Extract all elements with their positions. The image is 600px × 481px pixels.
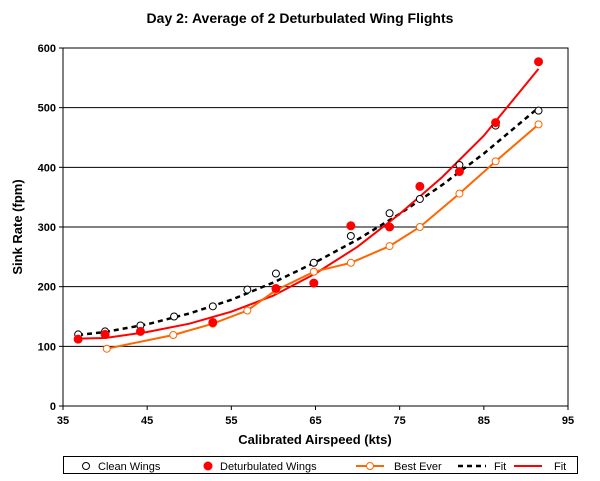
legend-label: Fit <box>494 461 506 473</box>
x-axis-title: Calibrated Airspeed (kts) <box>238 432 391 447</box>
legend-label: Deturbulated Wings <box>220 461 317 473</box>
legend-item-clean-wings-0: Clean Wings <box>82 461 161 473</box>
legend-marker <box>82 462 90 470</box>
axis-ticks: 0 100 200 300 400 500 600 35 45 55 65 75 85 95 <box>38 43 574 427</box>
legend-item-fit-3: Fit <box>458 461 506 473</box>
data-point <box>208 302 217 311</box>
data-point <box>491 118 501 128</box>
x-tick-label: 75 <box>394 415 406 427</box>
y-tick-label: 600 <box>38 43 56 55</box>
data-point <box>309 278 319 288</box>
y-tick-label: 300 <box>38 222 56 234</box>
data-point <box>491 157 500 166</box>
data-point <box>346 221 356 231</box>
data-point <box>100 329 110 339</box>
series-line <box>77 106 540 337</box>
data-point <box>169 330 178 339</box>
data-point <box>415 194 424 203</box>
legend-label: Best Ever <box>394 461 442 473</box>
data-point <box>135 326 145 336</box>
data-point <box>73 334 83 344</box>
legend-item-best-ever-2: Best Ever <box>356 461 442 473</box>
series-fit-4 <box>78 68 540 340</box>
data-point <box>271 269 280 278</box>
legend-marker <box>203 461 213 471</box>
legend-marker <box>366 462 374 470</box>
series-fit-3 <box>77 106 540 337</box>
x-tick-label: 45 <box>141 415 153 427</box>
series-deturbulated-wings-1 <box>73 57 544 344</box>
legend-label: Clean Wings <box>98 461 161 473</box>
data-point <box>385 209 394 218</box>
data-series <box>73 57 544 353</box>
series-clean-wings-0 <box>74 106 543 339</box>
series-line <box>106 123 540 350</box>
data-point <box>346 231 355 240</box>
y-tick-label: 400 <box>38 162 56 174</box>
data-point <box>385 242 394 251</box>
chart-title: Day 2: Average of 2 Deturbulated Wing Fl… <box>146 10 454 26</box>
legend-label: Fit <box>554 461 566 473</box>
x-tick-label: 85 <box>478 415 490 427</box>
x-tick-label: 95 <box>562 415 574 427</box>
y-tick-label: 0 <box>50 401 56 413</box>
y-tick-label: 100 <box>38 341 56 353</box>
data-point <box>243 285 252 294</box>
legend: Clean Wings Deturbulated Wings Best Ever Fi… <box>63 456 578 474</box>
y-tick-label: 500 <box>38 103 56 115</box>
data-point <box>415 181 425 191</box>
series-line <box>78 68 540 340</box>
x-tick-label: 65 <box>309 415 321 427</box>
x-tick-label: 55 <box>225 415 237 427</box>
data-point <box>454 167 464 177</box>
data-point <box>271 283 281 293</box>
data-point <box>309 267 318 276</box>
data-point <box>534 106 543 115</box>
gridlines <box>63 107 568 347</box>
data-point <box>102 344 111 353</box>
data-point <box>385 222 395 232</box>
legend-item-fit-4: Fit <box>514 461 566 473</box>
data-point <box>208 317 218 327</box>
y-axis-title: Sink Rate (fpm) <box>10 179 25 274</box>
legend-items: Clean Wings Deturbulated Wings Best Ever Fi… <box>82 461 566 473</box>
legend-item-deturbulated-wings-1: Deturbulated Wings <box>203 461 317 473</box>
data-point <box>170 312 179 321</box>
data-point <box>534 120 543 129</box>
data-point <box>309 258 318 267</box>
data-point <box>455 189 464 198</box>
data-point <box>534 57 544 67</box>
data-point <box>415 223 424 231</box>
data-point <box>243 306 252 315</box>
data-point <box>346 258 355 267</box>
y-tick-label: 200 <box>38 282 56 294</box>
x-tick-label: 35 <box>57 415 69 427</box>
